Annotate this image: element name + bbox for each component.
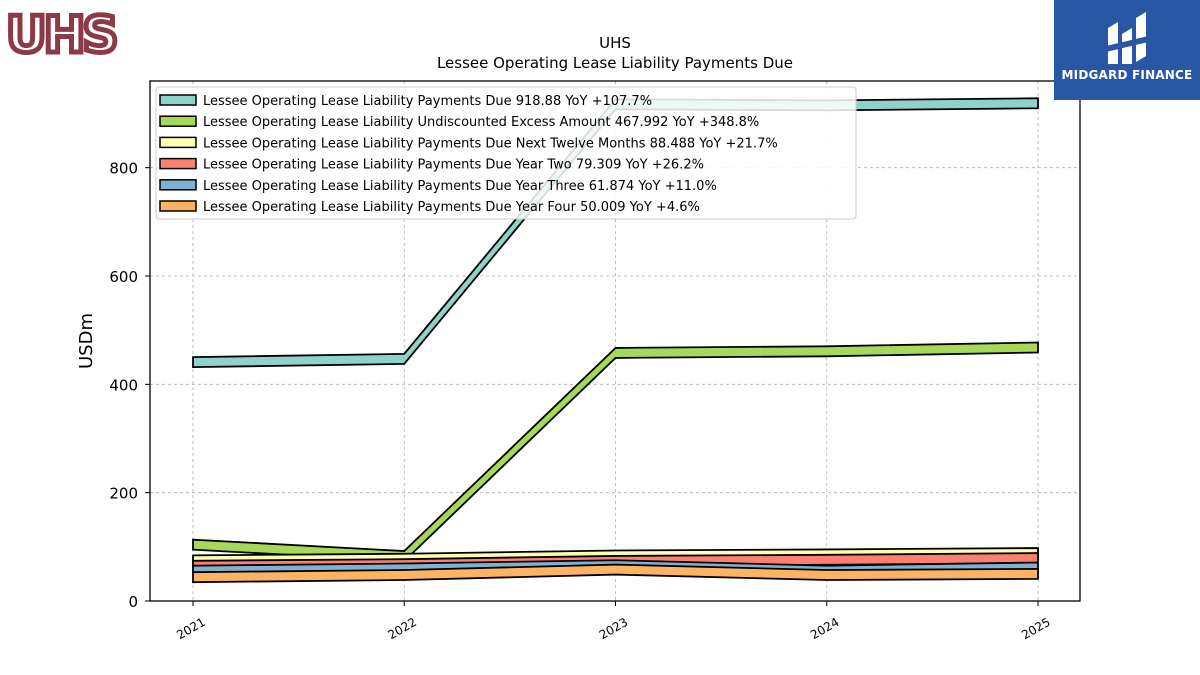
legend-swatch xyxy=(159,179,197,191)
legend-label: Lessee Operating Lease Liability Payment… xyxy=(203,136,778,151)
chart-title: UHS xyxy=(599,34,631,52)
legend: Lessee Operating Lease Liability Payment… xyxy=(155,86,857,220)
uhs-logo-text: UHS xyxy=(6,6,115,58)
x-tick-label: 2024 xyxy=(808,615,841,642)
chart-subtitle: Lessee Operating Lease Liability Payment… xyxy=(437,54,793,72)
legend-label: Lessee Operating Lease Liability Undisco… xyxy=(203,115,759,130)
x-tick-label: 2025 xyxy=(1019,615,1052,642)
y-tick-label: 200 xyxy=(109,485,138,503)
legend-label: Lessee Operating Lease Liability Payment… xyxy=(203,94,652,109)
legend-swatch xyxy=(159,94,197,106)
legend-label: Lessee Operating Lease Liability Payment… xyxy=(203,200,700,215)
y-axis-label: USDm xyxy=(76,313,97,369)
partner-name: MIDGARD FINANCE xyxy=(1061,68,1193,82)
series-band xyxy=(192,563,1039,584)
uhs-logo: UHS xyxy=(4,4,122,67)
y-tick-label: 0 xyxy=(128,593,138,611)
legend-swatch xyxy=(159,115,197,127)
x-tick-label: 2022 xyxy=(386,615,419,642)
legend-label: Lessee Operating Lease Liability Payment… xyxy=(203,158,704,173)
midgard-mark-icon xyxy=(1106,12,1148,64)
legend-swatch xyxy=(159,200,197,212)
y-tick-label: 400 xyxy=(109,376,138,394)
midgard-finance-logo: MIDGARD FINANCE xyxy=(1054,0,1200,100)
y-tick-label: 600 xyxy=(109,268,138,286)
legend-swatch xyxy=(159,157,197,170)
legend-swatch xyxy=(159,136,197,149)
y-tick-label: 800 xyxy=(109,160,138,178)
x-tick-label: 2023 xyxy=(597,615,630,642)
x-tick-label: 2021 xyxy=(174,615,207,642)
legend-label: Lessee Operating Lease Liability Payment… xyxy=(203,179,717,194)
legend-box xyxy=(155,86,857,220)
series-layer xyxy=(192,97,1039,584)
